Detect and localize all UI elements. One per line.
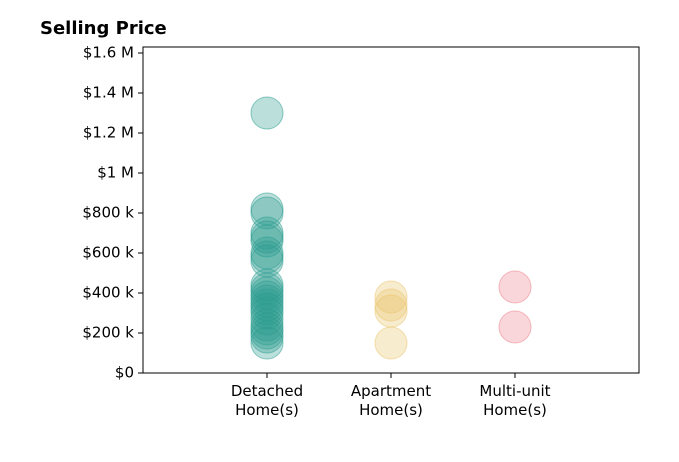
y-tick-label: $1.6 M [83, 44, 134, 62]
y-tick-label: $400 k [82, 284, 134, 302]
point [250, 326, 284, 360]
point [250, 196, 284, 230]
point [498, 270, 532, 304]
y-tick-label: $200 k [82, 324, 134, 342]
y-tick-label: $1.2 M [83, 124, 134, 142]
x-tick-label: Apartment Home(s) [350, 382, 432, 419]
chart-title: Selling Price [40, 18, 167, 39]
point [374, 294, 408, 328]
point [250, 96, 284, 130]
y-tick-label: $0 [115, 364, 134, 382]
point [374, 280, 408, 314]
point [374, 326, 408, 360]
y-tick-label: $800 k [82, 204, 134, 222]
y-tick-label: $1.4 M [83, 84, 134, 102]
x-tick-label: Detached Home(s) [230, 382, 304, 419]
x-tick-label: Multi-unit Home(s) [479, 382, 551, 419]
y-tick-label: $1 M [97, 164, 134, 182]
point [498, 310, 532, 344]
y-tick-label: $600 k [82, 244, 134, 262]
